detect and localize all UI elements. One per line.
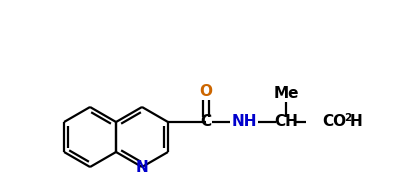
Text: N: N [136, 160, 148, 174]
Text: 2: 2 [344, 113, 351, 123]
Text: Me: Me [273, 85, 299, 101]
Text: NH: NH [231, 115, 257, 129]
Text: H: H [350, 115, 363, 129]
Text: C: C [200, 115, 211, 129]
Text: CH: CH [274, 115, 298, 129]
Text: O: O [200, 84, 213, 99]
Text: CO: CO [322, 115, 346, 129]
